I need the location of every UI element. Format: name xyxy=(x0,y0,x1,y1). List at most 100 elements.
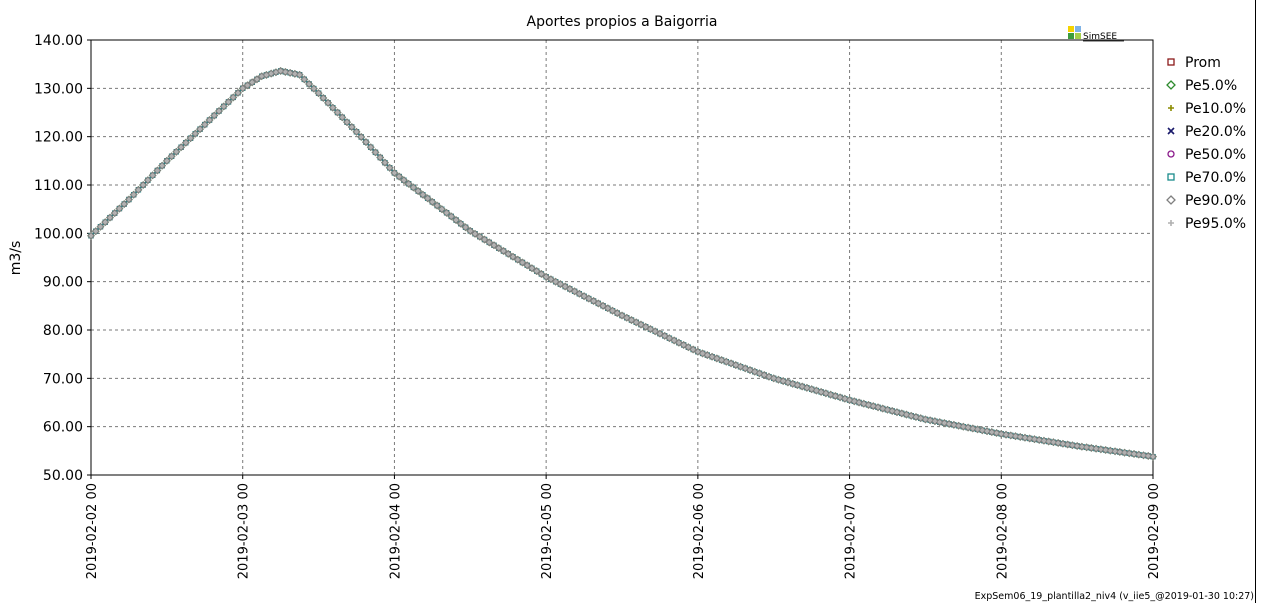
data-point xyxy=(975,427,980,432)
data-point xyxy=(463,225,468,230)
y-tick-label: 80.00 xyxy=(43,323,83,339)
data-point xyxy=(335,110,340,115)
data-point xyxy=(1060,441,1065,446)
data-point xyxy=(624,315,629,320)
data-point xyxy=(1103,447,1108,452)
x-tick-label: 2019-02-08 00 xyxy=(995,483,1010,579)
data-point xyxy=(828,392,833,397)
data-point xyxy=(136,187,141,192)
data-point xyxy=(226,99,231,104)
plot-frame xyxy=(90,39,1154,476)
data-point xyxy=(582,294,587,299)
data-point xyxy=(629,318,634,323)
y-axis-label: m3/s xyxy=(8,241,24,276)
data-point xyxy=(904,412,909,417)
data-point xyxy=(122,202,127,207)
series-line xyxy=(90,69,1154,458)
data-point xyxy=(131,192,136,197)
data-point xyxy=(748,368,753,373)
data-point xyxy=(387,165,392,170)
data-point xyxy=(444,210,449,215)
data-point xyxy=(368,145,373,150)
data-point xyxy=(695,349,700,354)
legend-label: Pe5.0% xyxy=(1185,78,1237,94)
data-point xyxy=(951,422,956,427)
data-point xyxy=(482,237,487,242)
data-point xyxy=(548,277,553,282)
legend-item: Pe5.0% xyxy=(1166,78,1237,94)
data-point xyxy=(473,231,478,236)
data-point xyxy=(501,249,506,254)
data-point xyxy=(1022,435,1027,440)
data-point xyxy=(662,333,667,338)
data-point xyxy=(458,221,463,226)
data-point xyxy=(254,77,259,82)
data-point xyxy=(169,154,174,159)
data-point xyxy=(1151,454,1155,459)
x-tick-label: 2019-02-05 00 xyxy=(540,483,555,579)
legend-label: Pe95.0% xyxy=(1185,216,1246,232)
data-point xyxy=(430,199,435,204)
data-point xyxy=(937,420,942,425)
series-Pe70.0% xyxy=(88,68,1156,460)
data-point xyxy=(814,388,819,393)
data-point xyxy=(733,363,738,368)
series-Pe20.0% xyxy=(88,68,1156,460)
data-point xyxy=(112,211,117,216)
data-point xyxy=(126,197,131,202)
data-point xyxy=(1108,448,1113,453)
data-point xyxy=(425,196,430,201)
data-point xyxy=(1089,445,1094,450)
legend-marker xyxy=(1168,220,1174,226)
data-point xyxy=(98,224,103,229)
data-point xyxy=(833,394,838,399)
data-point xyxy=(416,189,421,194)
data-point xyxy=(212,113,217,118)
data-point xyxy=(724,359,729,364)
y-tick-label: 100.00 xyxy=(34,226,83,242)
data-point xyxy=(1113,449,1118,454)
data-point xyxy=(221,104,226,109)
data-point xyxy=(1027,436,1032,441)
data-point xyxy=(449,214,454,219)
data-point xyxy=(809,387,814,392)
data-point xyxy=(947,421,952,426)
data-point xyxy=(852,399,857,404)
data-point xyxy=(766,374,771,379)
data-point xyxy=(804,385,809,390)
data-point xyxy=(487,240,492,245)
data-point xyxy=(1127,451,1132,456)
data-point xyxy=(496,246,501,251)
data-point xyxy=(307,81,312,86)
series-Pe90.0% xyxy=(87,67,1157,461)
data-point xyxy=(667,336,672,341)
data-point xyxy=(970,426,975,431)
data-point xyxy=(207,118,212,123)
data-point xyxy=(980,428,985,433)
series-Pe50.0% xyxy=(88,68,1156,460)
data-point xyxy=(989,430,994,435)
data-point xyxy=(876,405,881,410)
logo-square xyxy=(1075,33,1081,39)
x-tick-labels: 2019-02-02 00 2019-02-03 00 2019-02-04 00 2… xyxy=(85,483,1162,579)
data-point xyxy=(866,402,871,407)
data-point xyxy=(999,431,1004,436)
data-point xyxy=(302,77,307,82)
data-point xyxy=(913,415,918,419)
data-point xyxy=(1037,437,1042,442)
legend-marker xyxy=(1167,58,1175,66)
data-point xyxy=(577,291,582,296)
y-tick-labels: 50.00 60.00 70.00 80.00 90.00 100.00 110.00 120… xyxy=(34,33,83,484)
data-point xyxy=(544,274,549,279)
data-point xyxy=(477,234,482,239)
data-point xyxy=(1018,434,1023,439)
data-point xyxy=(634,320,639,325)
legend-label: Pe90.0% xyxy=(1185,193,1246,209)
axes xyxy=(87,39,1154,479)
data-point xyxy=(638,322,643,327)
data-point xyxy=(847,398,852,403)
data-point xyxy=(316,91,321,96)
data-point xyxy=(563,284,568,289)
data-point xyxy=(648,327,653,332)
data-point xyxy=(150,173,155,178)
